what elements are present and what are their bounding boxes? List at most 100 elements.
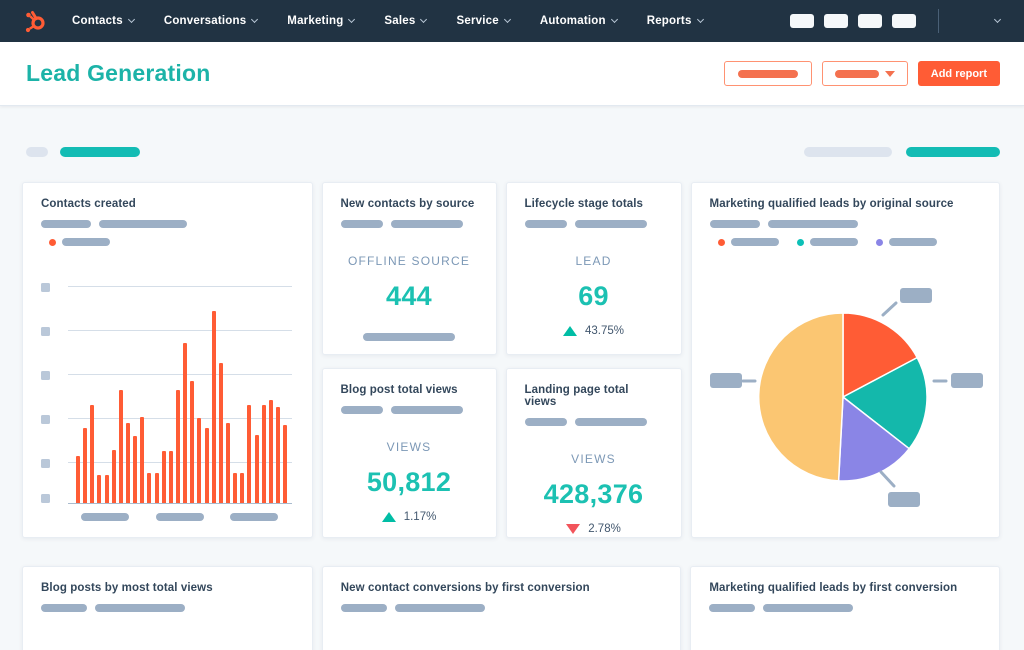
chevron-down-icon — [610, 15, 618, 24]
pie-slice-segment-1 — [841, 312, 918, 399]
top-navigation-bar: Contacts Conversations Marketing Sales Servi… — [0, 0, 1024, 42]
legend-item — [49, 238, 110, 246]
dashboard-action-button[interactable] — [723, 61, 812, 86]
delta-value: 2.78% — [588, 523, 621, 535]
card-contacts-created: Contacts created — [22, 182, 313, 538]
metric-label: VIEWS — [571, 452, 616, 466]
bar — [90, 405, 95, 503]
caret-down-icon — [884, 70, 895, 77]
nav-item-contacts[interactable]: Contacts — [72, 15, 135, 27]
card-title: New contact conversions by first convers… — [340, 582, 590, 594]
x-axis-labels — [68, 513, 292, 521]
chevron-down-icon — [127, 15, 135, 24]
legend-label-placeholder — [809, 238, 858, 246]
nav-item-service[interactable]: Service — [456, 15, 511, 27]
legend-dot-icon — [796, 238, 804, 246]
legend-item — [875, 238, 937, 246]
pie-slice-segment-4 — [757, 312, 844, 482]
bar — [190, 381, 195, 503]
nav-tool-button[interactable] — [790, 14, 814, 28]
bar — [225, 423, 230, 503]
metric-label: LEAD — [575, 254, 612, 268]
nav-item-label: Service — [456, 15, 499, 27]
nav-menu: Contacts Conversations Marketing Sales Servi… — [72, 15, 704, 27]
chart-legend — [49, 238, 294, 246]
card-title: Blog posts by most total views — [41, 582, 213, 594]
bar — [183, 343, 188, 503]
bar — [211, 311, 216, 503]
card-title: Landing page total views — [524, 384, 629, 408]
bar — [283, 425, 288, 503]
metric-block: LEAD 69 43.75% — [525, 254, 663, 337]
bar — [218, 363, 223, 503]
nav-item-label: Marketing — [287, 15, 344, 27]
bar-chart — [41, 282, 294, 504]
card-title: Marketing qualified leads by first conve… — [709, 582, 958, 594]
filter-placeholder[interactable] — [906, 147, 1000, 157]
nav-item-sales[interactable]: Sales — [384, 15, 428, 27]
filter-placeholder[interactable] — [26, 147, 48, 157]
pie-callout-right — [932, 373, 983, 388]
x-axis-label-placeholder — [155, 513, 204, 521]
card-title: New contacts by source — [340, 198, 475, 210]
bar — [240, 473, 245, 503]
bar — [83, 428, 88, 503]
gridline — [68, 286, 292, 287]
metric-value: 444 — [386, 281, 432, 311]
bar — [254, 435, 259, 503]
nav-tool-button[interactable] — [824, 14, 848, 28]
metric-footer-placeholder — [341, 328, 478, 346]
card-title: Lifecycle stage totals — [524, 198, 644, 210]
y-axis-tick — [41, 415, 50, 424]
nav-item-conversations[interactable]: Conversations — [163, 15, 259, 27]
pie-callout-top-right — [881, 288, 932, 317]
card-subtitle-placeholder — [340, 604, 663, 612]
hubspot-logo-icon[interactable] — [20, 6, 50, 36]
bar — [97, 475, 102, 503]
card-subtitle-placeholder — [709, 604, 981, 612]
nav-item-marketing[interactable]: Marketing — [287, 15, 356, 27]
trend-up-icon — [563, 326, 577, 336]
bar — [175, 390, 180, 503]
bar — [275, 407, 280, 503]
bar — [125, 423, 130, 503]
delta-value: 1.17% — [403, 511, 437, 523]
bar-chart-bars — [76, 311, 288, 503]
add-report-button[interactable]: Add report — [917, 61, 1000, 86]
button-label-placeholder — [737, 69, 798, 78]
bar — [140, 417, 145, 503]
card-subtitle-placeholder — [524, 220, 663, 228]
card-title: Marketing qualified leads by original so… — [709, 198, 954, 210]
dashboard-name-placeholder[interactable] — [60, 147, 140, 157]
card-subtitle-placeholder — [41, 604, 294, 612]
dashboard-filter-bar — [26, 147, 1000, 157]
trend-down-icon — [566, 524, 581, 534]
nav-item-label: Contacts — [72, 15, 123, 27]
nav-tool-button[interactable] — [858, 14, 882, 28]
bar — [268, 400, 273, 503]
bar — [168, 451, 173, 503]
card-new-contact-conversions: New contact conversions by first convers… — [321, 566, 682, 650]
bar — [247, 405, 252, 503]
page-title: Lead Generation — [26, 60, 211, 86]
pie-slices — [757, 312, 928, 482]
nav-item-label: Conversations — [163, 15, 247, 27]
pie-callout-bottom-right — [879, 470, 920, 507]
account-chevron-down-icon[interactable] — [993, 15, 1002, 24]
nav-tool-button[interactable] — [892, 14, 916, 28]
nav-item-automation[interactable]: Automation — [540, 15, 618, 27]
metric-delta: 43.75% — [525, 325, 663, 337]
metric-value: 428,376 — [543, 479, 644, 509]
legend-dot-icon — [717, 238, 725, 246]
nav-item-reports[interactable]: Reports — [647, 15, 704, 27]
bar-chart-plot — [68, 282, 292, 504]
filter-placeholder[interactable] — [804, 147, 892, 157]
card-mql-by-first-conversion: Marketing qualified leads by first conve… — [690, 566, 1000, 650]
dashboard-actions-dropdown[interactable] — [821, 61, 908, 86]
card-landing-page-total-views: Landing page total views VIEWS 428,376 2… — [505, 368, 682, 538]
pie-chart — [709, 284, 983, 519]
bar — [154, 473, 159, 503]
trend-up-icon — [381, 512, 396, 522]
bar — [76, 456, 80, 503]
y-axis-tick — [41, 327, 50, 336]
